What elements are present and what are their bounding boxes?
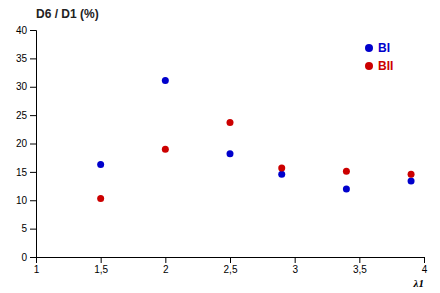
x-tick: 2,5	[224, 257, 238, 275]
legend-swatch	[365, 44, 373, 52]
x-tick-label: 3	[292, 264, 298, 275]
y-tick: 5	[21, 223, 36, 234]
title: D6 / D1 (%)	[36, 7, 99, 21]
x-tick-label: 4	[422, 264, 428, 275]
y-tick-mark	[30, 58, 36, 59]
y-tick-label: 15	[16, 167, 28, 178]
x-tick-label: 3,5	[353, 264, 367, 275]
x-tick: 3,5	[353, 257, 367, 275]
y-tick-mark	[30, 229, 36, 230]
plot: 11,522,533,540510152025303540BIBII	[16, 25, 428, 275]
x-tick-label: 1,5	[94, 264, 108, 275]
legend-swatch	[365, 62, 373, 70]
y-tick-mark	[30, 115, 36, 116]
x-tick-mark	[424, 257, 425, 263]
legend: BI BII	[365, 41, 393, 73]
y-tick-mark	[30, 87, 36, 88]
point	[343, 185, 350, 192]
x-tick-label: 2	[163, 264, 169, 275]
y-tick: 35	[16, 53, 36, 64]
series	[97, 119, 414, 202]
y-tick: 20	[16, 138, 36, 149]
point	[408, 177, 415, 184]
legend-item: BI	[365, 41, 390, 55]
series	[97, 77, 414, 192]
x-tick-mark	[359, 257, 360, 263]
y-axis: 0 5 10 15 20 25 30 35 40	[16, 25, 37, 263]
point	[343, 168, 350, 175]
y-tick-mark	[30, 172, 36, 173]
x-axis-line	[37, 258, 425, 264]
y-tick-label: 35	[16, 53, 28, 64]
y-axis-line	[30, 31, 37, 258]
x-tick-label: 1	[34, 264, 40, 275]
legend-label: BI	[378, 41, 390, 55]
y-tick-mark	[30, 200, 36, 201]
y-tick-label: 10	[16, 195, 28, 206]
y-tick-label: 30	[16, 81, 28, 92]
x-tick: 1	[34, 257, 40, 275]
x-tick: 4	[422, 257, 428, 275]
legend-item: BII	[365, 59, 393, 73]
x-tick-mark	[230, 257, 231, 263]
y-tick: 40	[16, 25, 36, 36]
y-tick-label: 20	[16, 138, 28, 149]
y-tick: 10	[16, 195, 36, 206]
point	[162, 146, 169, 153]
y-tick: 0	[21, 252, 36, 263]
legend-label: BII	[378, 59, 393, 73]
point	[162, 77, 169, 84]
x-tick-label: 2,5	[224, 264, 238, 275]
y-tick: 30	[16, 81, 36, 92]
x-tick: 3	[292, 257, 298, 275]
x-tick-mark	[101, 257, 102, 263]
x-tick-mark	[165, 257, 166, 263]
chart: 11,522,533,540510152025303540BIBIID6 / D…	[0, 0, 440, 293]
x-tick: 2	[163, 257, 169, 275]
y-tick-mark	[30, 144, 36, 145]
point	[278, 164, 285, 171]
marks	[97, 77, 414, 202]
point	[97, 195, 104, 202]
x-tick-mark	[295, 257, 296, 263]
y-tick-mark	[30, 30, 36, 31]
x-axis: 1 1,5 2 2,5 3 3,5 4	[34, 257, 428, 275]
point	[278, 171, 285, 178]
point	[97, 161, 104, 168]
y-tick-label: 25	[16, 110, 28, 121]
y-tick-label: 40	[16, 25, 28, 36]
y-tick: 25	[16, 110, 36, 121]
y-tick-mark	[30, 257, 36, 258]
x-tick: 1,5	[94, 257, 108, 275]
point	[408, 171, 415, 178]
point	[227, 119, 234, 126]
y-tick-label: 0	[21, 252, 27, 263]
y-tick: 15	[16, 167, 36, 178]
x-axis-label: λ1	[413, 277, 424, 289]
y-tick-label: 5	[21, 223, 27, 234]
point	[227, 150, 234, 157]
